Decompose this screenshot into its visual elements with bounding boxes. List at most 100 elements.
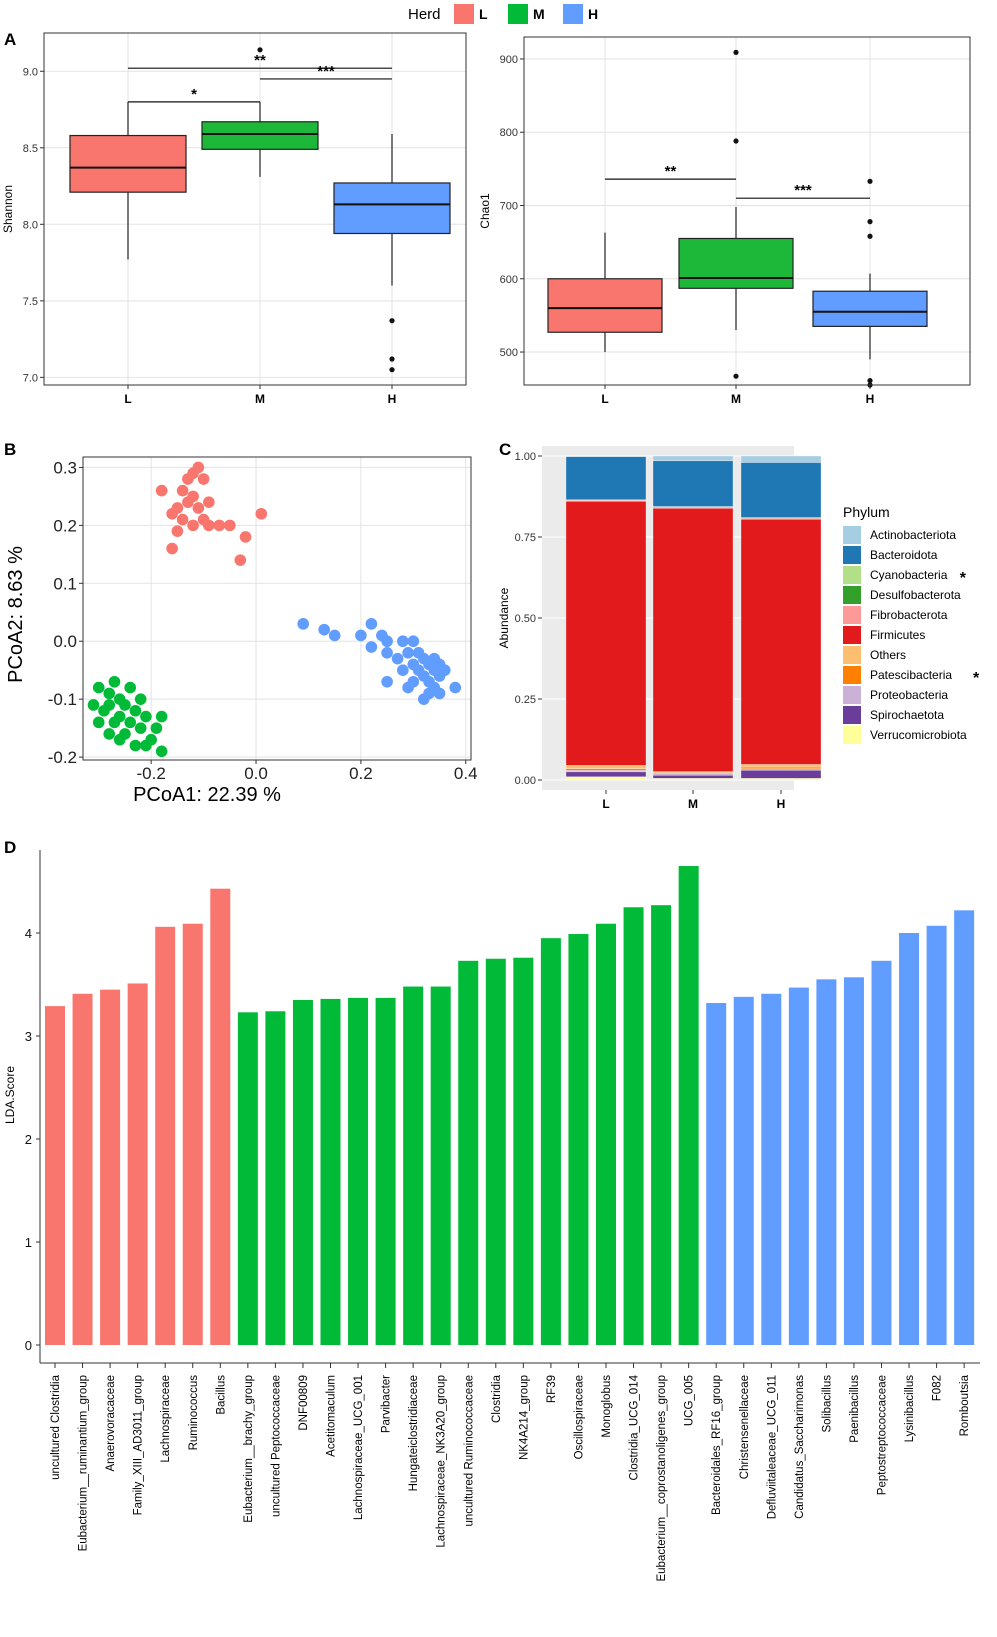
y-tick-label: 7.5 [23,296,38,308]
box-outlier [733,138,739,144]
scatter-point-l [203,496,215,508]
scatter-point-h [381,647,393,659]
y-axis-title: LDA.Score [3,1066,17,1124]
lda-bar-l [127,983,148,1345]
phylum-legend-label: Patescibacteria [870,668,952,682]
box-outlier [389,356,395,362]
stack-segment-bacteroidota [652,460,734,507]
x-tick-label: L [602,797,609,811]
x-tick-label: UCG_005 [684,1375,696,1426]
x-tick-label: H [777,797,786,811]
x-tick-label: Bacillus [215,1375,227,1415]
signif-label: *** [794,182,812,199]
x-tick-label: M [688,797,698,811]
lda-bar-h [899,933,920,1345]
y-tick-label: 0.3 [53,458,77,477]
scatter-point-m [134,693,147,705]
y-tick-label: 0.75 [515,532,536,544]
y-tick-label: 0 [25,1338,32,1353]
lda-bar-chart: 0 1 2 3 4 uncultured Clostridia Eubacterium__r… [3,850,980,1582]
box-outlier [389,318,395,324]
y-tick-label: 500 [500,347,518,359]
lda-bar-m [375,997,396,1345]
lda-bar-l [210,888,231,1345]
x-tick-label: Eubacterium__coprostanoligenes_group [656,1375,668,1582]
x-tick-label: NK4A214_group [518,1375,530,1460]
stack-segment-bacteroidota [740,462,822,518]
x-tick-label: -0.2 [137,764,166,783]
stack-segment-proteobacteria [740,768,822,771]
scatter-point-l [182,496,194,508]
lda-bar-m [678,866,699,1345]
x-tick-label: Monoglobus [601,1375,613,1438]
stack-segment-firmicutes [740,519,822,765]
phylum-legend-label: Fibrobacterota [870,608,948,622]
x-tick-label: Candidatus_Saccharimonas [794,1375,806,1519]
x-tick-label: Lachnospiraceae_UCG_001 [353,1375,365,1520]
scatter-point-h [397,635,409,648]
lda-bar-m [458,960,479,1345]
box-h [812,290,928,327]
shannon-boxplot: 7.07.58.08.59.0L M H******Shannon [1,32,467,406]
box-outlier [867,233,873,239]
y-tick-label: 800 [500,127,518,139]
box-m [201,121,319,150]
scatter-point-l [192,461,205,474]
plot-border [43,32,467,386]
phylum-legend-label: Bacteroidota [870,548,938,562]
box-h [333,182,451,235]
x-tick-label: Acetitomaculum [326,1375,338,1457]
scatter-point-l [166,542,178,555]
herd-legend-label-l: L [479,6,488,22]
signif-label: * [191,86,197,103]
scatter-point-h [328,629,341,642]
scatter-point-m [140,739,152,752]
x-tick-label: uncultured Clostridia [50,1374,62,1479]
scatter-point-h [418,693,430,705]
y-tick-label: 900 [500,54,518,66]
y-tick-label: 1.00 [515,451,536,463]
lda-bar-m [348,997,369,1345]
pcoa-scatter: -0.2 0.0 0.2 0.4 -0.2 -0.1 0.0 0.1 0.2 0.3 PCoA1: … [5,456,478,806]
y-axis-title: Shannon [1,185,15,233]
lda-bar-h [954,910,975,1345]
scatter-point-h [365,618,378,630]
stack-segment-verrucomicrobiota [740,778,822,781]
y-tick-label: 1 [25,1235,32,1250]
x-tick-label: Ruminococcus [188,1375,200,1451]
y-tick-label: 4 [25,926,32,941]
scatter-point-m [108,675,121,688]
stack-segment-spirochaetota [740,770,822,779]
x-tick-label: Bacteroidales_RF16_group [711,1375,723,1515]
scatter-point-h [433,670,446,682]
scatter-point-m [98,704,110,717]
phylum-legend-key [843,526,861,544]
phylum-legend-label: Others [870,648,906,662]
scatter-point-h [402,647,414,659]
scatter-point-h [407,635,420,648]
y-tick-label: 0.2 [53,516,77,535]
stack-segment-actinobacteriota [652,455,734,462]
lda-bar-m [596,923,616,1345]
scatter-point-m [155,745,168,758]
stack-segment-actinobacteriota [565,455,647,457]
y-tick-label: 0.50 [515,613,536,625]
plot-area [83,457,471,760]
lda-bar-m [320,998,341,1345]
y-tick-label: 8.0 [23,219,38,231]
phylum-legend-label: Cyanobacteria [870,568,948,582]
phylum-legend-label: Actinobacteriota [870,528,956,542]
x-tick-label: 0.0 [244,764,268,783]
scatter-point-m [119,699,131,711]
scatter-point-m [140,710,152,723]
stack-segment-others [740,764,822,768]
scatter-point-h [381,675,393,688]
phylum-legend-label: Proteobacteria [870,688,948,702]
scatter-point-m [113,733,126,746]
stack-segment-proteobacteria [652,773,734,776]
scatter-point-l [155,484,168,497]
phylum-legend-key [843,706,861,724]
x-axis-title: PCoA1: 22.39 % [133,784,281,806]
x-tick-label: Clostridia [491,1374,503,1423]
